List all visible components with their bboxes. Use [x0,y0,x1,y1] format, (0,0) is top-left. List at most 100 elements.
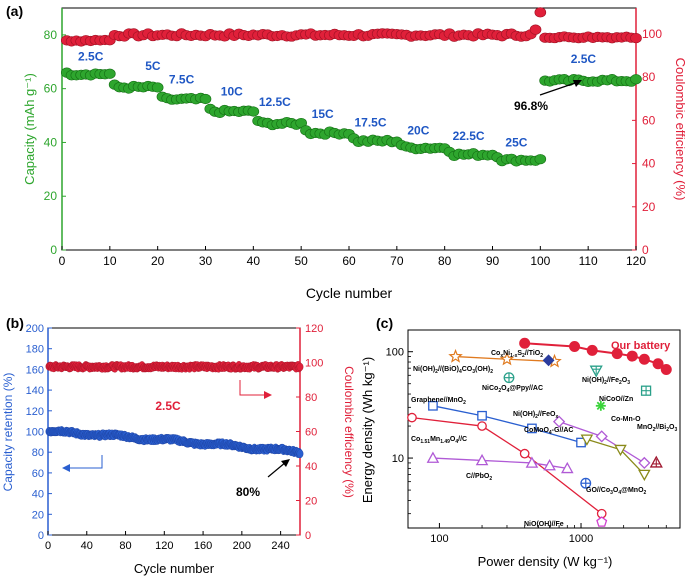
y-tick-label-right: 100 [305,358,323,370]
label-nioohfe: NiO(OH)//Fe [524,521,564,528]
marker-star [448,348,463,363]
panel-a-x-label: Cycle number [306,285,393,301]
rate-label: 17.5C [355,115,387,129]
y-tick-label-left: 200 [26,323,44,335]
panel-b-y-label-right: Coulombic efficiency (%) [342,366,356,498]
series-triangle-down [580,434,651,482]
label-nico2o4: NiCo2O4@Ppy//AC [482,385,543,394]
rate-label: 20C [407,123,429,137]
marker-triangle-up [426,451,440,463]
marker-diamond-filled [542,354,555,367]
x-tick-label: 40 [81,540,93,552]
panel-a-y-ticks-right: 0 20 40 60 80 100 [632,27,662,257]
panel-a-efficiency-series [60,7,642,47]
marker-triangle-up [543,459,556,471]
label-graphene: Graphene//MnO2 [411,397,466,406]
label-mno2-bi2o3: MnO2//Bi2O3 [637,424,677,433]
panel-a-capacity-series [60,67,642,167]
rate-label: 10C [221,84,243,98]
label-comoo4: CoMoO4-G//AC [524,427,573,436]
panel-a-label: (a) [6,3,23,19]
y-tick-label-right: 80 [305,392,317,404]
rate-label: 25C [505,135,527,149]
x-tick-label: 240 [271,540,289,552]
capacity-point [630,74,642,85]
series-square [428,400,586,448]
marker-square [527,423,537,434]
marker-circle-filled [586,344,598,356]
y-tick-label-right: 0 [642,243,649,257]
x-tick-label: 120 [626,254,646,268]
rate-label: 15C [312,107,334,121]
series-triangle-down-cross [589,365,603,378]
panel-b-y-ticks-left: 0 20 40 60 80 100 120 140 160 180 200 [26,323,52,542]
y-tick-label-right: 60 [305,427,317,439]
x-tick-label: 1000 [569,533,593,545]
panel-a-annotation: 96.8% [514,80,582,113]
rate-label: 12.5C [259,95,291,109]
marker-triangle-down [580,434,594,446]
y-tick-label-right: 40 [305,461,317,473]
y-tick-label-left: 120 [26,406,44,418]
panel-a-annotation-text: 96.8% [514,99,548,113]
y-tick-label-left: 0 [38,530,44,542]
marker-square [428,400,438,411]
rate-label: 22.5C [453,129,485,143]
rate-label: 7.5C [169,72,195,86]
x-tick-label: 90 [486,254,500,268]
panel-b-x-label: Cycle number [134,561,215,576]
panel-a-rate-labels: 2.5C 5C 7.5C 10C 12.5C 15C 17.5C 20C 22.5C 25C 2.5… [78,49,596,149]
series-triangle-up-cross [649,455,663,468]
y-tick-label-right: 20 [642,200,656,214]
retention-point [296,449,304,459]
marker-circle-filled [638,353,650,365]
series-line [411,416,603,515]
x-tick-label: 60 [342,254,356,268]
y-tick-label-right: 100 [642,27,662,41]
label-nioh-feox: Ni(OH)2//FeOx [513,411,558,420]
y-tick-label-left: 80 [32,447,44,459]
marker-circle [519,448,530,459]
series-pentagon [596,516,608,527]
x-tick-label: 110 [579,254,598,268]
label-nioh-bio: Ni(OH)2//(BiO)4CO3(OH)2 [413,366,493,375]
marker-triangle-up [525,456,539,468]
rate-label: 2.5C [78,49,104,63]
panel-b-efficiency-series [45,361,304,373]
panel-b-annotation-text: 80% [236,485,260,499]
marker-triangle-down [614,444,627,457]
y-tick-label-left: 40 [32,489,44,501]
label-nioh-fe2o3: Ni(OH)2//Fe2O3 [582,377,630,386]
series-circle [407,412,607,519]
efficiency-point [529,24,542,35]
marker-asterisk-arm [596,401,606,410]
efficiency-point [534,7,547,18]
panel-c-x-label: Power density (W kg⁻¹) [478,554,613,569]
panel-b-label: (b) [6,315,24,331]
panel-c-plot-frame [407,329,681,529]
panel-a: (a) 0 10 20 30 40 50 60 70 80 90 100 110 120 0 20 40 60… [6,3,685,301]
x-tick-label: 10 [103,254,117,268]
label-coni: CoxNi1-xS2//TiO2 [491,350,543,359]
label-our-battery: Our battery [611,340,671,352]
marker-circle-filled [569,340,581,352]
panel-c-y-label: Energy density (Wh kg⁻¹) [360,357,375,503]
marker-star [499,351,515,366]
series-triangle-up [426,451,574,474]
x-tick-label: 100 [430,533,448,545]
panel-c-x-ticks: 100 1000 [430,523,667,545]
marker-circle-filled [626,350,638,362]
x-tick-label: 120 [155,540,173,552]
y-tick-label-left: 140 [26,385,44,397]
x-tick-label: 50 [294,254,308,268]
panel-c-series [407,337,672,527]
series-diamond-filled [542,354,555,367]
panel-a-y-ticks-left: 0 20 40 60 80 [44,28,66,257]
panel-a-annotation-arrowhead [573,80,582,87]
y-tick-label-right: 120 [305,323,323,335]
y-tick-label-right: 0 [305,530,311,542]
marker-diamond [595,430,608,443]
y-tick-label: 10 [392,453,404,465]
series-circle-filled [519,337,672,376]
y-tick-label: 100 [386,347,404,359]
